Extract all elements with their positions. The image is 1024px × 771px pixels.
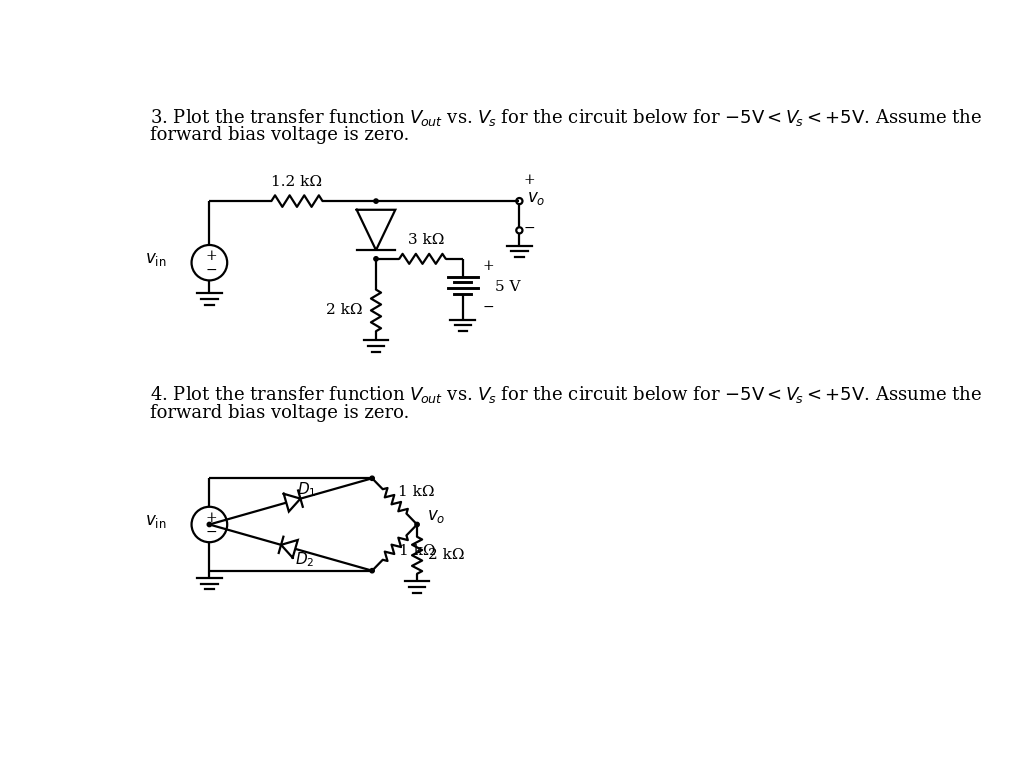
Text: $v_{\mathrm{in}}$: $v_{\mathrm{in}}$	[145, 513, 167, 530]
Text: 1.2 kΩ: 1.2 kΩ	[271, 175, 323, 189]
Text: $v_o$: $v_o$	[427, 508, 445, 525]
Text: 2 kΩ: 2 kΩ	[428, 548, 465, 562]
Text: +: +	[482, 259, 494, 273]
Text: forward bias voltage is zero.: forward bias voltage is zero.	[150, 126, 409, 144]
Text: +: +	[206, 249, 217, 263]
Text: −: −	[206, 524, 217, 538]
Text: 1 kΩ: 1 kΩ	[398, 485, 435, 499]
Circle shape	[370, 476, 375, 480]
Text: +: +	[523, 173, 536, 187]
Circle shape	[207, 522, 212, 527]
Text: $v_{\mathrm{in}}$: $v_{\mathrm{in}}$	[145, 251, 167, 268]
Text: $v_o$: $v_o$	[527, 190, 546, 207]
Text: forward bias voltage is zero.: forward bias voltage is zero.	[150, 403, 409, 422]
Circle shape	[374, 199, 378, 204]
Text: $D_2$: $D_2$	[295, 550, 314, 569]
Text: −: −	[482, 301, 494, 315]
Text: 3. Plot the transfer function $V_{\!out}$ vs. $V_{\!s}$ for the circuit below fo: 3. Plot the transfer function $V_{\!out}…	[150, 107, 982, 128]
Text: 4. Plot the transfer function $V_{\!out}$ vs. $V_{\!s}$ for the circuit below fo: 4. Plot the transfer function $V_{\!out}…	[150, 385, 982, 406]
Text: +: +	[206, 510, 217, 524]
Circle shape	[374, 257, 378, 261]
Text: 1 kΩ: 1 kΩ	[399, 544, 436, 557]
Text: −: −	[206, 263, 217, 277]
Circle shape	[370, 568, 375, 573]
Text: 5 V: 5 V	[496, 280, 521, 294]
Text: 3 kΩ: 3 kΩ	[409, 234, 444, 247]
Text: −: −	[523, 221, 536, 235]
Circle shape	[415, 522, 419, 527]
Text: $D_1$: $D_1$	[297, 480, 316, 499]
Text: 2 kΩ: 2 kΩ	[327, 304, 362, 318]
